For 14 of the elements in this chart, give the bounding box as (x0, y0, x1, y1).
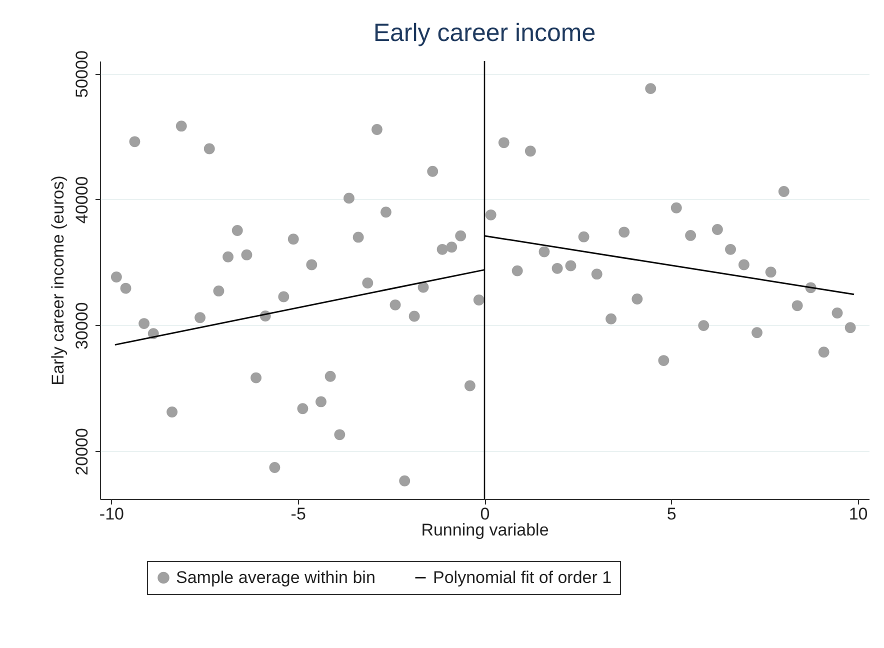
legend-label: Sample average within bin (176, 568, 376, 587)
y-tick-label: 50000 (72, 50, 92, 98)
x-tick-label: -10 (99, 504, 124, 524)
x-tick-label: -5 (290, 504, 306, 524)
chart-title: Early career income (373, 18, 596, 47)
legend-label: Polynomial fit of order 1 (433, 568, 612, 587)
x-tick-label: 5 (666, 504, 676, 524)
y-tick-label: 30000 (72, 302, 92, 350)
x-tick-label: 10 (848, 504, 868, 524)
x-axis-title: Running variable (421, 520, 549, 540)
y-tick-label: 40000 (72, 176, 92, 224)
y-tick-label: 20000 (72, 428, 92, 476)
y-axis-title: Early career income (euros) (48, 176, 68, 386)
x-tick-label: 0 (480, 504, 490, 524)
